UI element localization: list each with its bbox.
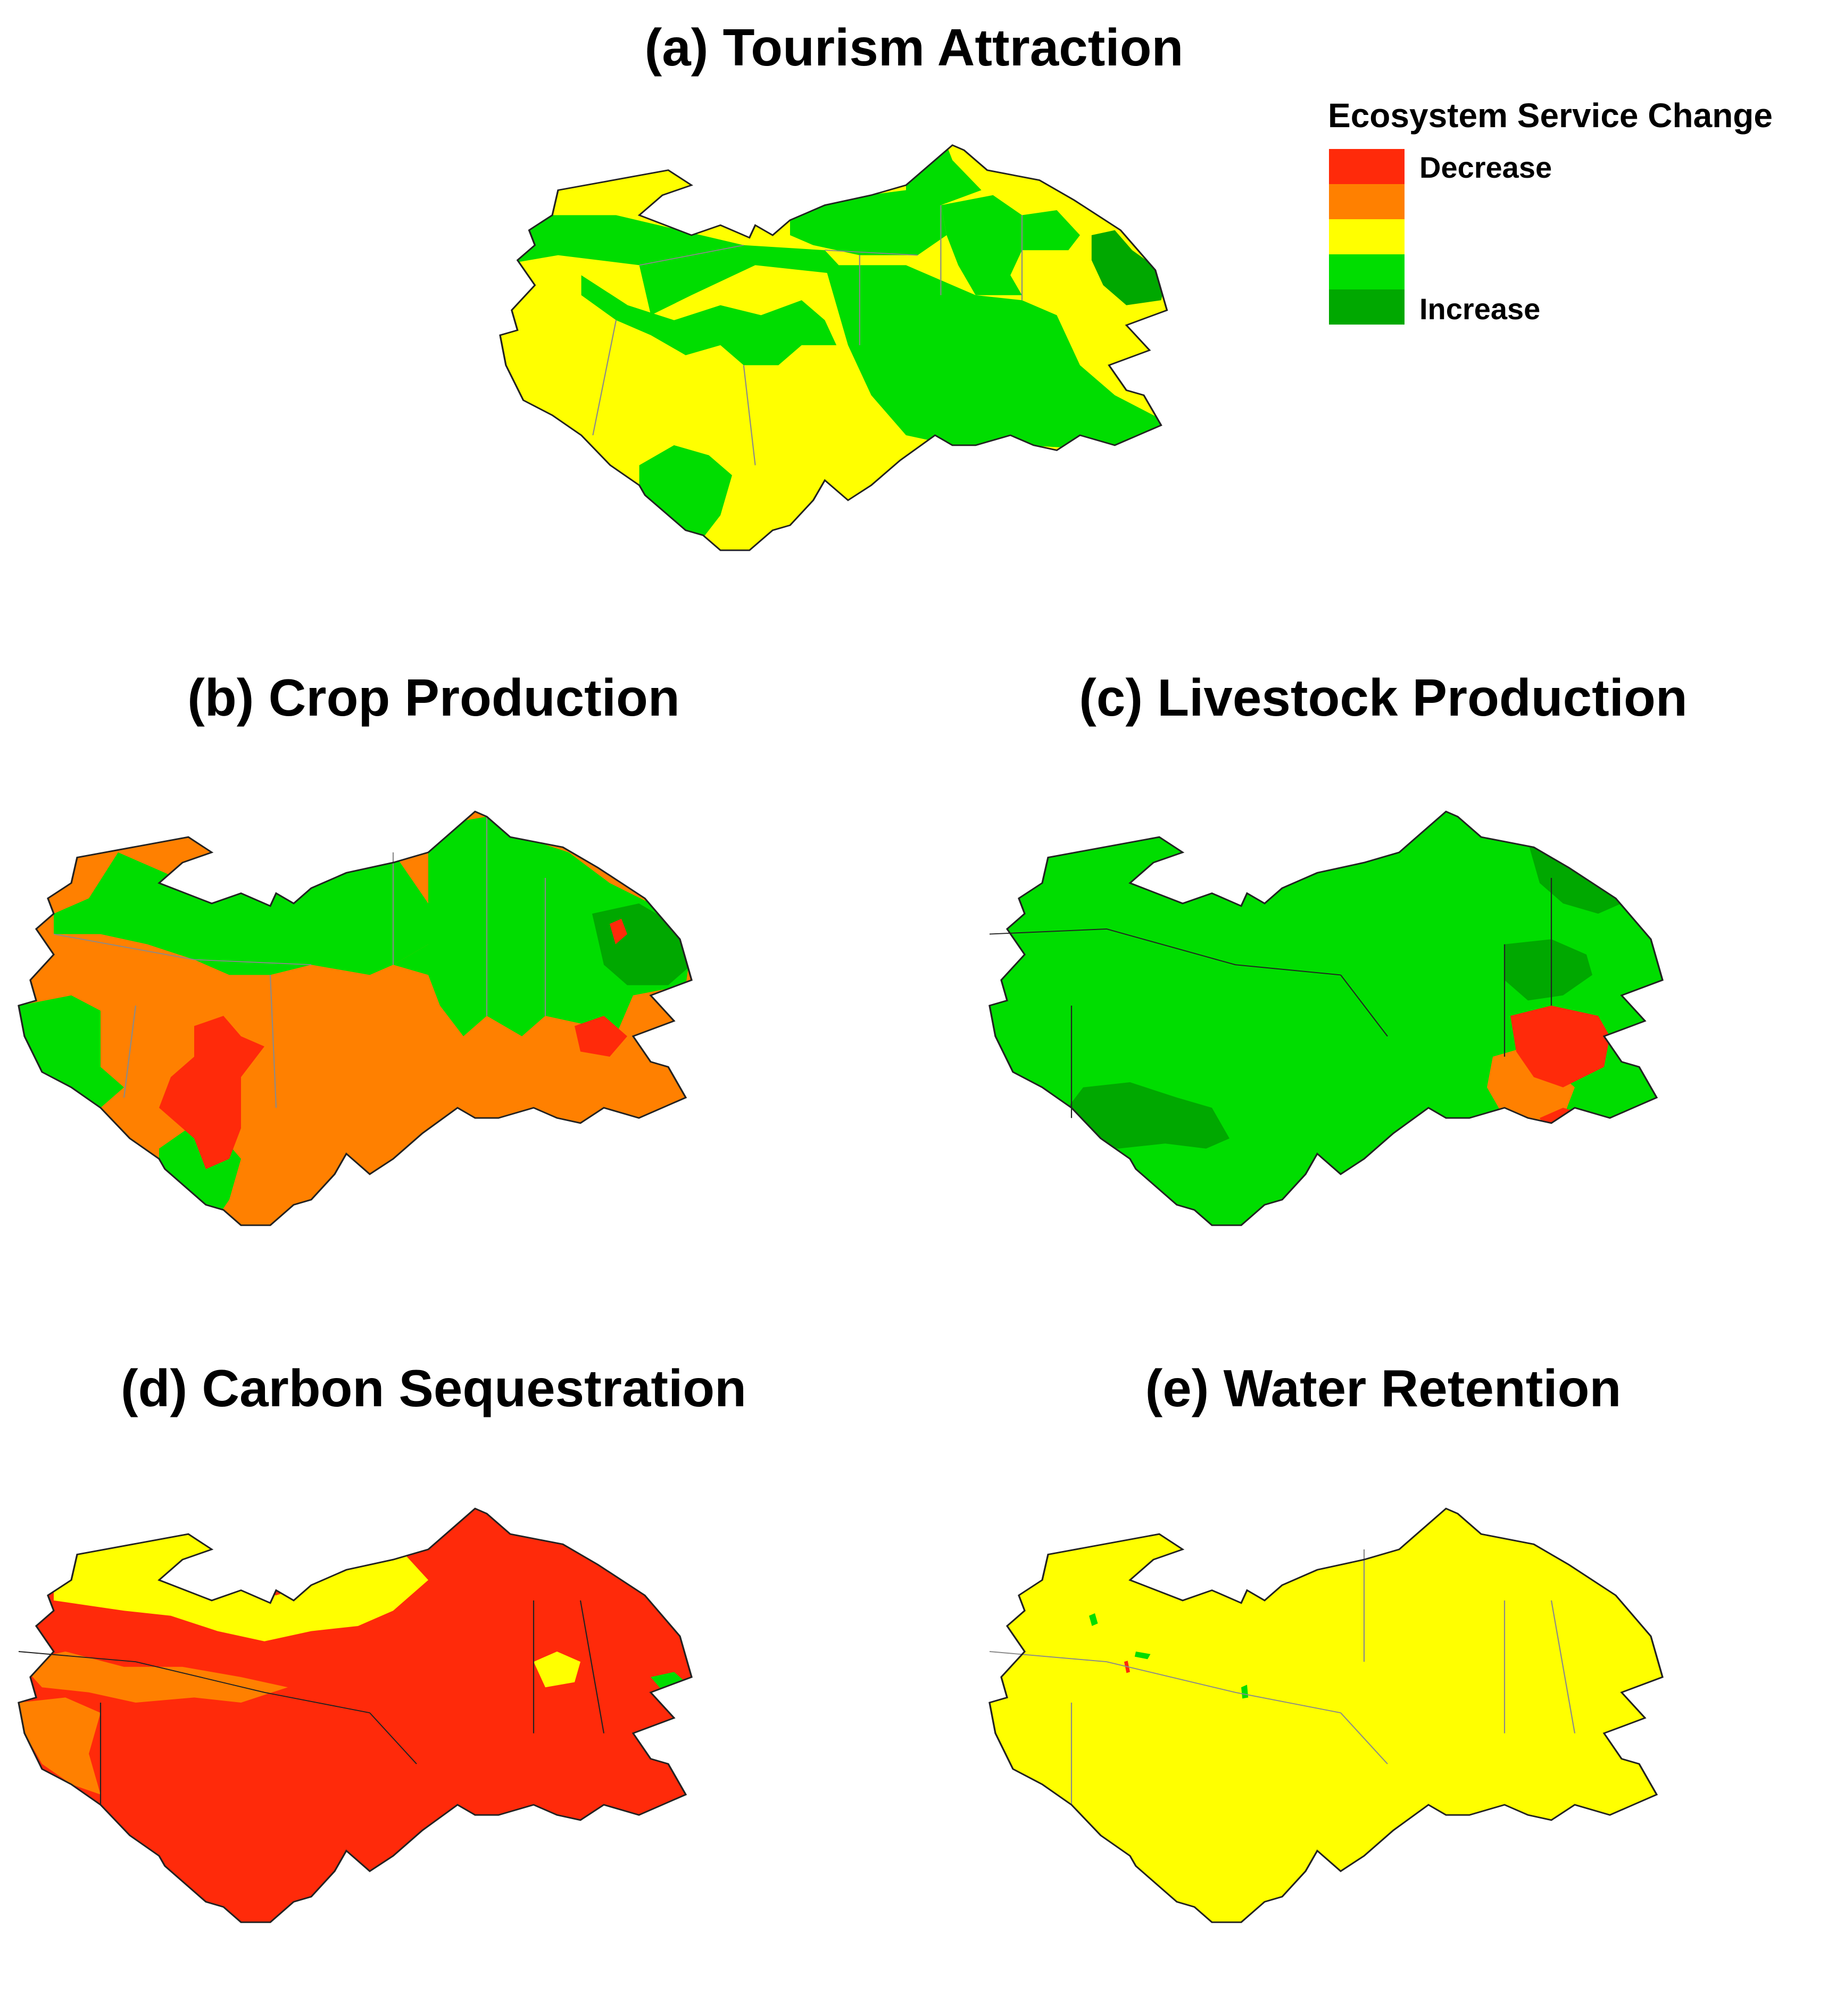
map-c-south-east-orange [1487,1046,1575,1129]
map-d-west-band [19,1652,288,1703]
map-b-east-spot-2 [575,1016,627,1057]
map-panel-a [499,144,1168,551]
legend-swatch-1 [1329,149,1405,184]
map-panel-b [18,810,693,1226]
panel-title-e: (e) Water Retention [1145,1359,1622,1417]
map-a-far-east-core [1091,230,1167,305]
panel-title-c: (c) Livestock Production [1079,668,1688,727]
map-c-inner-lines [989,878,1552,1118]
legend-label-increase: Increase [1419,292,1541,326]
panel-title-a: (a) Tourism Attraction [644,18,1184,77]
legend-swatch-4 [1329,254,1405,289]
map-a-east-corridor [941,195,1080,295]
map-e-speck-1 [1089,1613,1098,1626]
map-panel-d [18,1507,693,1923]
map-panel-e [988,1507,1664,1923]
legend-swatch-3 [1329,219,1405,254]
map-c-south-central-block [1060,1082,1229,1149]
map-b-east-block [393,816,692,1036]
map-a-inner-lines [592,205,1023,466]
legend: Ecosystem Service Change Decrease Increa… [1328,96,1807,341]
map-a-south-east-block [825,265,1167,451]
map-d-south-west-block [19,1697,101,1795]
panel-title-d: (d) Carbon Sequestration [120,1359,747,1417]
map-d-east-lake [534,1652,580,1688]
map-d-north-plateau [54,1534,428,1641]
map-c-south-east-red [1510,1006,1610,1088]
legend-label-decrease: Decrease [1419,151,1552,184]
legend-title: Ecosystem Service Change [1328,96,1773,135]
panel-title-b: (b) Crop Production [187,668,680,727]
map-e-speck-2 [1134,1652,1151,1660]
map-b-east-spot-1 [610,918,627,944]
map-panel-c [988,810,1664,1226]
map-a-west-band [500,215,848,316]
map-e-inner-lines [989,1549,1576,1805]
map-b-south-west-block [19,995,124,1108]
map-b-inner-lines [53,816,546,1108]
map-b-south-wedge [159,1016,264,1169]
legend-swatch-2 [1329,184,1405,219]
map-c-east-mid-block [1505,939,1592,1001]
map-e-base [990,1508,1663,1922]
map-d-inner-lines [18,1600,605,1805]
map-c-north-east-strip [1528,842,1622,914]
map-e-speck-3 [1241,1685,1249,1699]
legend-swatch-5 [1329,289,1405,325]
map-a-central-lobe [581,275,837,366]
